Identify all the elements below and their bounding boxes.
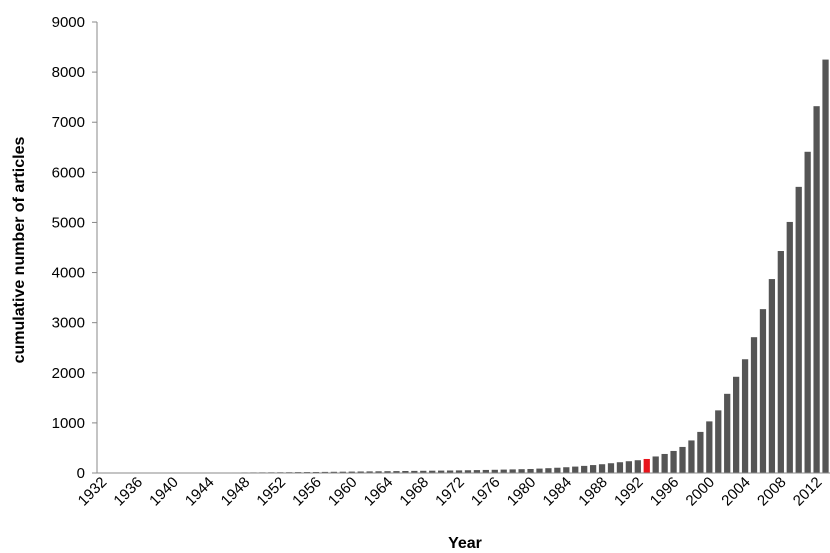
x-tick-label: 1952 — [253, 474, 289, 510]
bar — [402, 470, 409, 473]
bar — [527, 468, 534, 473]
bar — [330, 471, 338, 473]
x-tick-label: 1940 — [146, 474, 182, 510]
bar — [545, 468, 552, 473]
bar — [777, 251, 784, 473]
x-tick-label: 1992 — [611, 474, 647, 510]
bar — [420, 470, 427, 473]
x-tick-label: 1976 — [468, 474, 504, 510]
bar — [759, 309, 767, 473]
y-tick-label: 4000 — [52, 265, 85, 282]
x-tick-label: 1956 — [289, 474, 325, 510]
x-tick-label: 1988 — [575, 474, 611, 510]
x-tick-label: 1964 — [361, 474, 397, 510]
x-tick-label: 1948 — [218, 474, 254, 510]
bar — [518, 469, 525, 473]
bar — [581, 465, 588, 473]
x-tick-label: 1980 — [504, 474, 540, 510]
bar — [482, 469, 489, 473]
bar — [473, 470, 481, 473]
bar — [589, 465, 597, 473]
bar — [706, 421, 713, 473]
bar — [625, 461, 633, 473]
bar — [634, 460, 641, 473]
bar — [357, 471, 364, 473]
bar — [429, 470, 436, 473]
bar — [393, 471, 400, 473]
bar — [500, 469, 507, 473]
bar — [598, 464, 606, 473]
y-tick-label: 3000 — [52, 315, 85, 332]
bar — [822, 59, 829, 473]
bar — [375, 471, 382, 473]
bar — [348, 471, 355, 473]
x-tick-label: 2012 — [790, 474, 826, 510]
bar — [366, 471, 373, 473]
x-tick-label: 1984 — [540, 474, 576, 510]
bar — [652, 456, 659, 473]
y-tick-label: 0 — [77, 465, 85, 482]
x-tick-label: 1972 — [432, 474, 468, 510]
x-tick-label: 1944 — [182, 474, 218, 510]
bar — [509, 469, 516, 473]
x-tick-label: 2004 — [718, 474, 754, 510]
bar — [339, 471, 346, 473]
y-tick-label: 8000 — [52, 64, 85, 81]
bar — [724, 393, 731, 473]
bar — [464, 470, 472, 473]
y-axis-label: cumulative number of articles — [11, 137, 28, 364]
bar — [455, 470, 463, 473]
x-tick-label: 1996 — [647, 474, 683, 510]
bar — [750, 337, 758, 473]
x-axis-label: Year — [448, 535, 482, 552]
y-tick-label: 1000 — [52, 415, 85, 432]
bar — [813, 106, 820, 473]
bar — [321, 471, 329, 473]
y-tick-label: 6000 — [52, 164, 85, 181]
bar — [446, 470, 454, 473]
bar — [536, 468, 543, 473]
x-tick-label: 1968 — [396, 474, 432, 510]
bar — [786, 221, 793, 473]
bar — [661, 453, 668, 473]
bar — [384, 471, 391, 473]
x-tick-label: 1960 — [325, 474, 361, 510]
bar — [670, 450, 677, 473]
bar — [572, 466, 579, 473]
bar — [438, 470, 445, 473]
x-tick-label: 2000 — [683, 474, 719, 510]
y-tick-label: 5000 — [52, 214, 85, 231]
bar — [804, 151, 811, 473]
bar — [616, 462, 624, 473]
bar — [643, 458, 650, 473]
bar — [688, 440, 695, 473]
bar — [554, 467, 561, 473]
y-tick-label: 2000 — [52, 365, 85, 382]
x-tick-label: 1936 — [110, 474, 146, 510]
bar — [715, 410, 722, 473]
bar — [733, 376, 740, 473]
bar — [607, 463, 615, 473]
bar — [795, 186, 802, 474]
y-tick-label: 7000 — [52, 114, 85, 131]
y-tick-label: 9000 — [52, 14, 85, 31]
bar — [697, 431, 704, 473]
bar — [741, 359, 749, 473]
bar — [679, 446, 686, 473]
bar — [312, 471, 320, 473]
bar — [768, 279, 776, 473]
bar — [411, 470, 418, 473]
bar — [491, 469, 498, 473]
x-tick-label: 2008 — [754, 474, 790, 510]
bar — [563, 467, 570, 473]
